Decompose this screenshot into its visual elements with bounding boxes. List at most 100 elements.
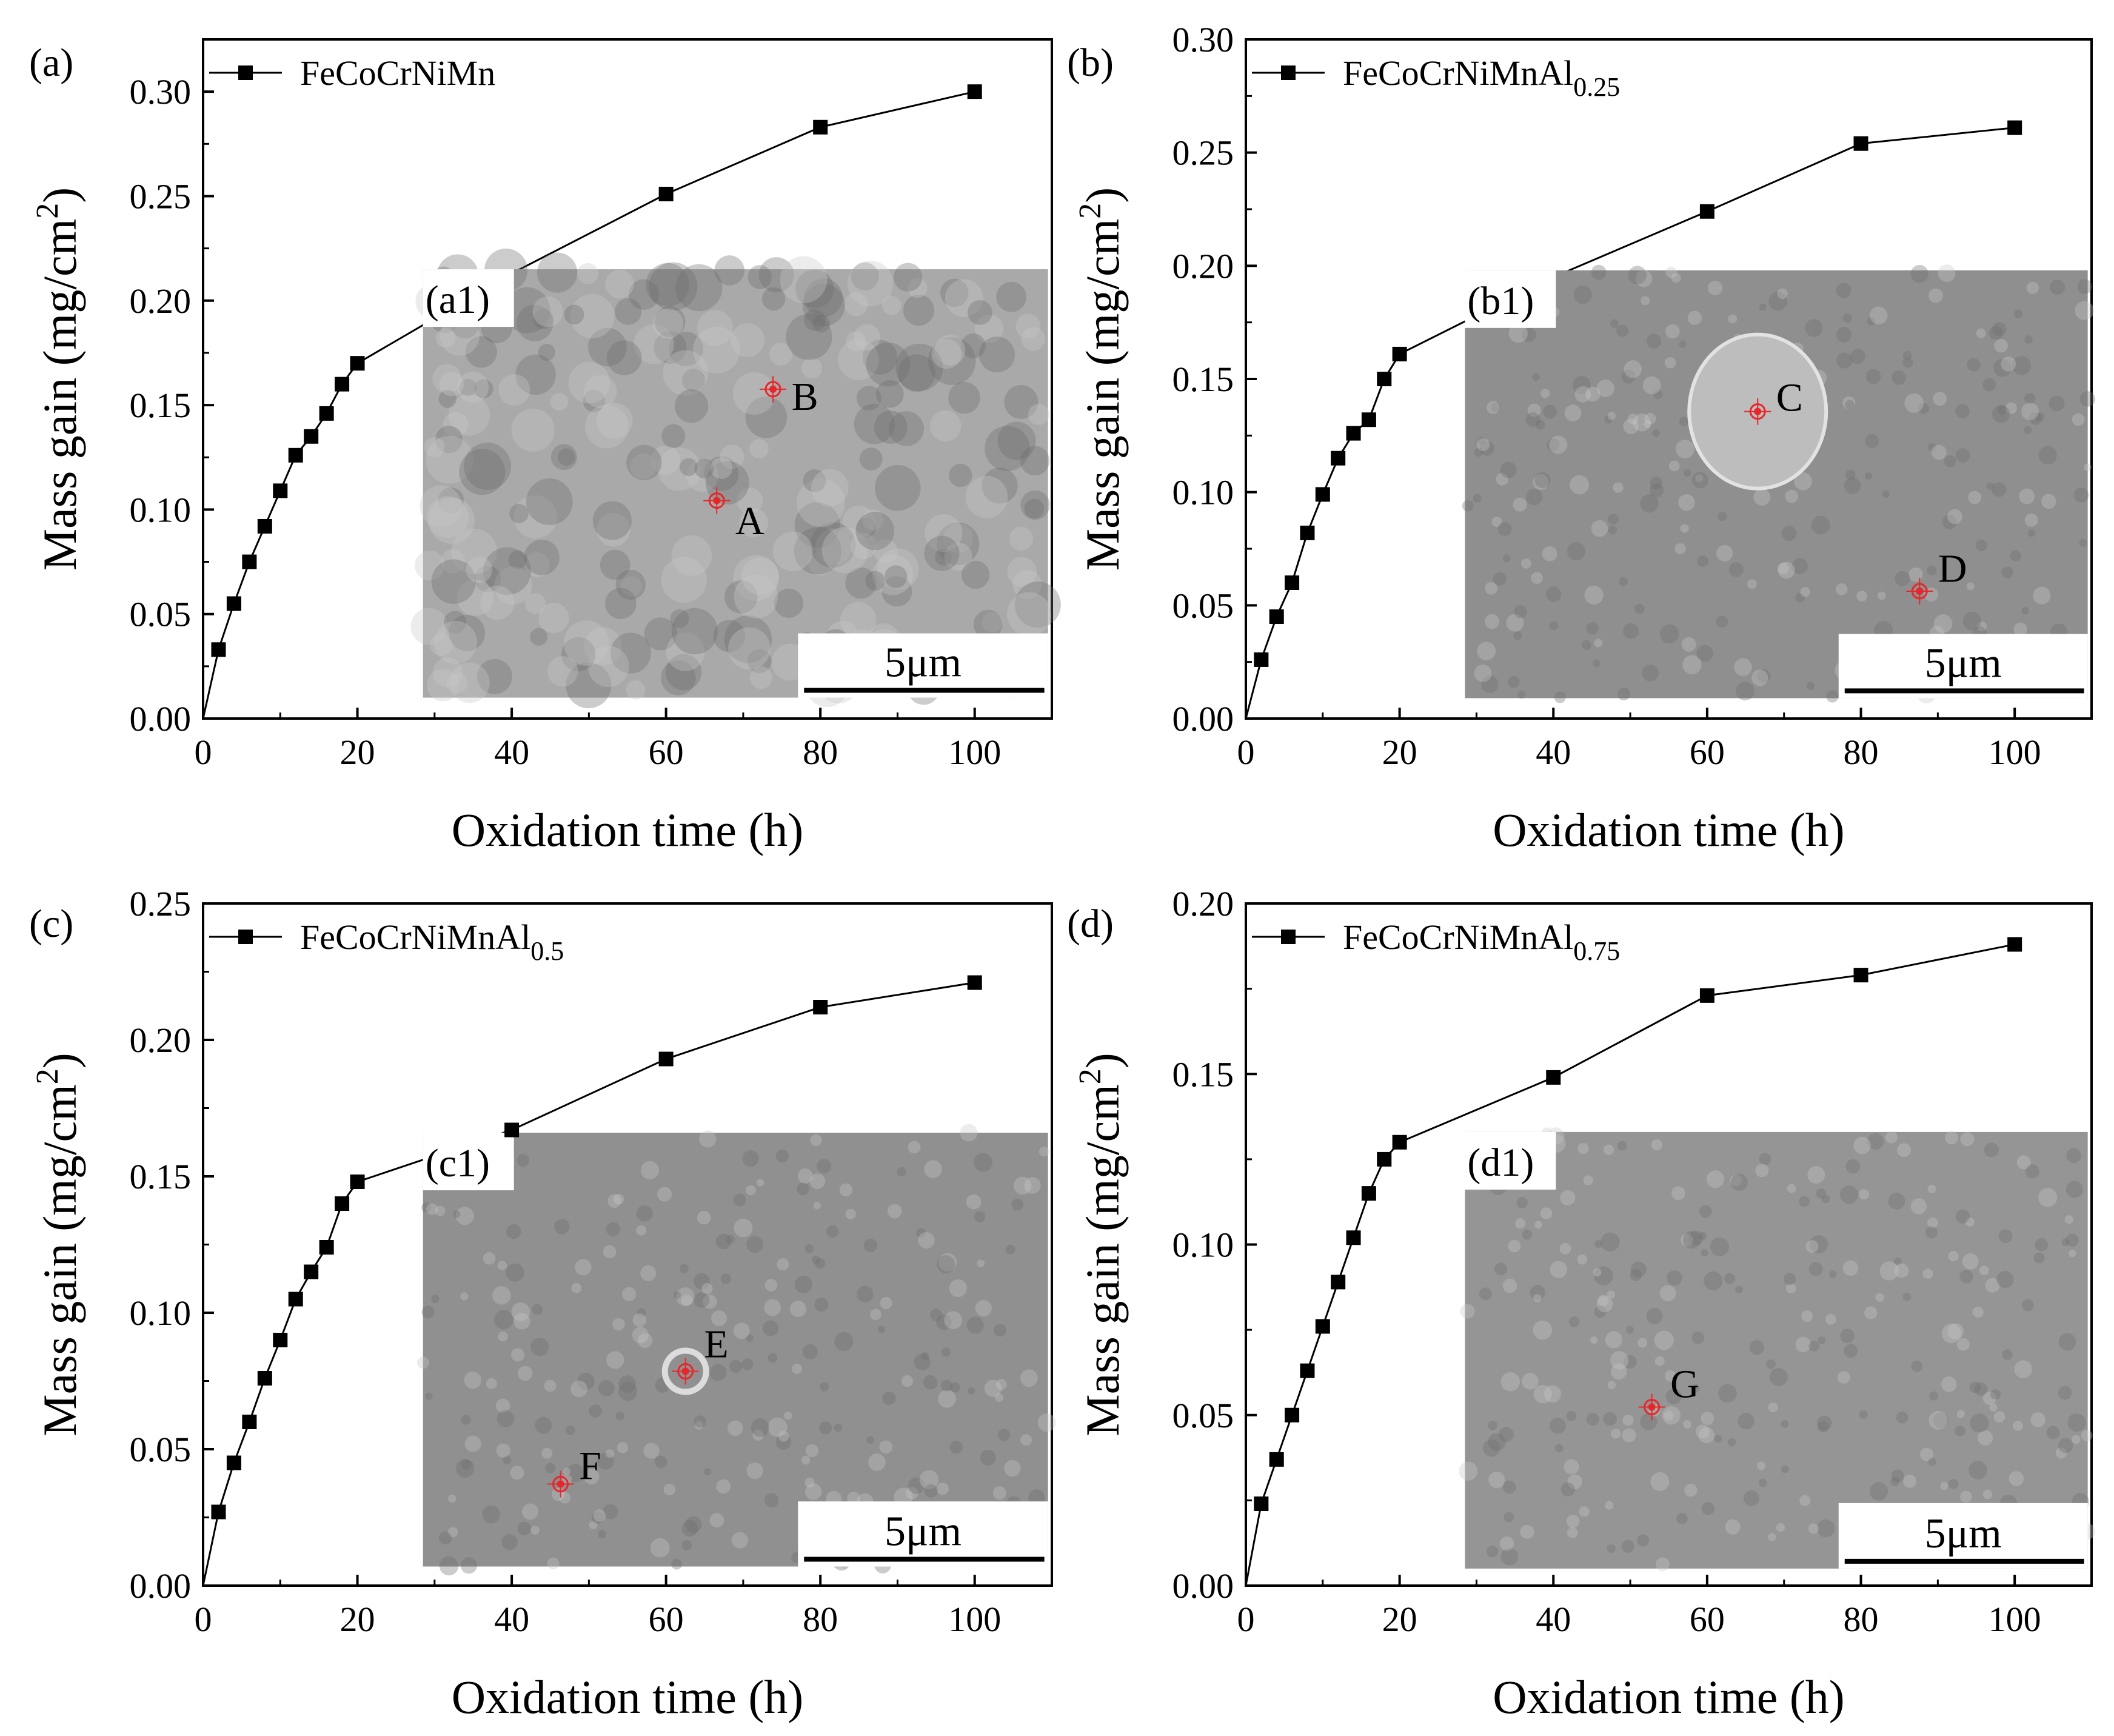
- sem-grain: [814, 1297, 829, 1312]
- sem-grain: [940, 278, 969, 307]
- x-tick-label: 0: [195, 732, 212, 772]
- sem-grain: [897, 1167, 906, 1177]
- sem-grain: [474, 379, 493, 398]
- y-tick-label: 0.10: [130, 1293, 192, 1333]
- sem-grain: [2024, 335, 2033, 344]
- point-label: A: [735, 499, 764, 543]
- scale-bar-label: 5μm: [885, 1509, 962, 1555]
- sem-grain: [1768, 1402, 1778, 1413]
- sem-grain: [584, 627, 622, 666]
- sem-grain: [929, 410, 962, 442]
- sem-grain: [997, 421, 1036, 460]
- sem-grain: [510, 1466, 524, 1480]
- sem-grain: [1640, 494, 1659, 513]
- sem-grain: [737, 488, 763, 514]
- sem-grain: [1630, 1261, 1647, 1278]
- sem-grain: [1960, 1490, 1972, 1503]
- sem-grain: [1671, 273, 1681, 283]
- sem-grain: [444, 611, 467, 634]
- sem-grain: [1500, 1372, 1520, 1392]
- sem-grain: [1955, 1426, 1965, 1436]
- sem-grain: [802, 1344, 818, 1359]
- sem-grain: [2024, 513, 2038, 527]
- sem-grain: [934, 548, 952, 566]
- sem-grain: [878, 1325, 886, 1333]
- sem-grain: [874, 411, 908, 444]
- sem-grain: [1850, 349, 1865, 364]
- sem-grain: [583, 375, 617, 409]
- sem-grain: [1966, 582, 1975, 591]
- sem-grain: [1496, 473, 1508, 486]
- data-point: [1546, 1070, 1561, 1085]
- sem-grain: [936, 1482, 949, 1495]
- sem-grain: [1566, 1515, 1580, 1528]
- sem-grain: [1547, 438, 1560, 452]
- sem-grain: [1894, 1257, 1902, 1265]
- sem-grain: [535, 1416, 552, 1434]
- sem-grain: [857, 386, 881, 411]
- sem-grain: [938, 1253, 957, 1272]
- sem-grain: [801, 358, 822, 379]
- data-point: [813, 1000, 828, 1014]
- sem-grain: [1640, 1413, 1657, 1430]
- sem-grain: [1671, 1186, 1685, 1201]
- sem-grain: [666, 632, 705, 671]
- sem-grain: [924, 535, 960, 571]
- data-point: [1331, 451, 1346, 466]
- sem-grain: [671, 608, 718, 655]
- sem-grain: [461, 1460, 472, 1470]
- sem-grain: [1795, 1336, 1811, 1353]
- sem-grain: [1728, 314, 1738, 324]
- sem-grain: [734, 1218, 753, 1238]
- sem-grain: [996, 281, 1027, 312]
- sem-grain: [1652, 429, 1661, 437]
- inset-label: (b1): [1467, 279, 1534, 323]
- sem-grain: [761, 287, 786, 311]
- data-point: [1346, 1230, 1361, 1245]
- sem-grain: [1902, 1292, 1912, 1301]
- sem-grain: [741, 557, 780, 595]
- sem-grain: [905, 1487, 918, 1500]
- sem-grain: [1520, 1524, 1534, 1539]
- sem-grain: [1698, 1427, 1715, 1444]
- sem-grain: [938, 1390, 956, 1408]
- legend-marker: [1281, 930, 1296, 944]
- sem-grain: [859, 447, 883, 471]
- sem-grain: [1716, 615, 1728, 628]
- sem-grain: [775, 1149, 789, 1163]
- sem-grain: [670, 609, 689, 628]
- sem-grain: [936, 1314, 952, 1330]
- x-tick-label: 20: [340, 1600, 375, 1639]
- sem-grain: [493, 1310, 513, 1330]
- sem-grain: [699, 1130, 717, 1148]
- sem-grain: [982, 468, 1018, 504]
- data-point: [304, 1264, 319, 1279]
- panel-label: (d): [1067, 902, 1114, 946]
- sem-grain: [1701, 1412, 1714, 1425]
- sem-grain: [1683, 1231, 1701, 1249]
- sem-grain: [1816, 1188, 1827, 1199]
- sem-grain: [530, 628, 548, 646]
- sem-grain: [674, 389, 709, 423]
- sem-grain: [563, 620, 609, 666]
- sem-grain: [1856, 591, 1868, 602]
- sem-grain: [1637, 1534, 1650, 1547]
- sem-grain: [1664, 357, 1676, 369]
- y-tick-label: 0.00: [130, 699, 192, 739]
- sem-grain: [657, 1187, 672, 1202]
- sem-grain: [941, 1379, 953, 1392]
- sem-grain: [1895, 571, 1910, 586]
- data-point: [1269, 609, 1284, 624]
- sem-grain: [1566, 1410, 1577, 1421]
- legend-label-base: FeCoCrNiMnAl: [300, 917, 530, 957]
- sem-grain: [424, 437, 445, 458]
- sem-grain: [1028, 404, 1049, 426]
- sem-grain: [1682, 655, 1702, 674]
- sem-grain: [746, 1236, 763, 1253]
- sem-grain: [632, 1313, 646, 1327]
- sem-grain: [1653, 389, 1663, 400]
- sem-grain: [804, 1244, 814, 1253]
- sem-grain: [1498, 1427, 1514, 1443]
- x-tick-label: 80: [1844, 1600, 1879, 1639]
